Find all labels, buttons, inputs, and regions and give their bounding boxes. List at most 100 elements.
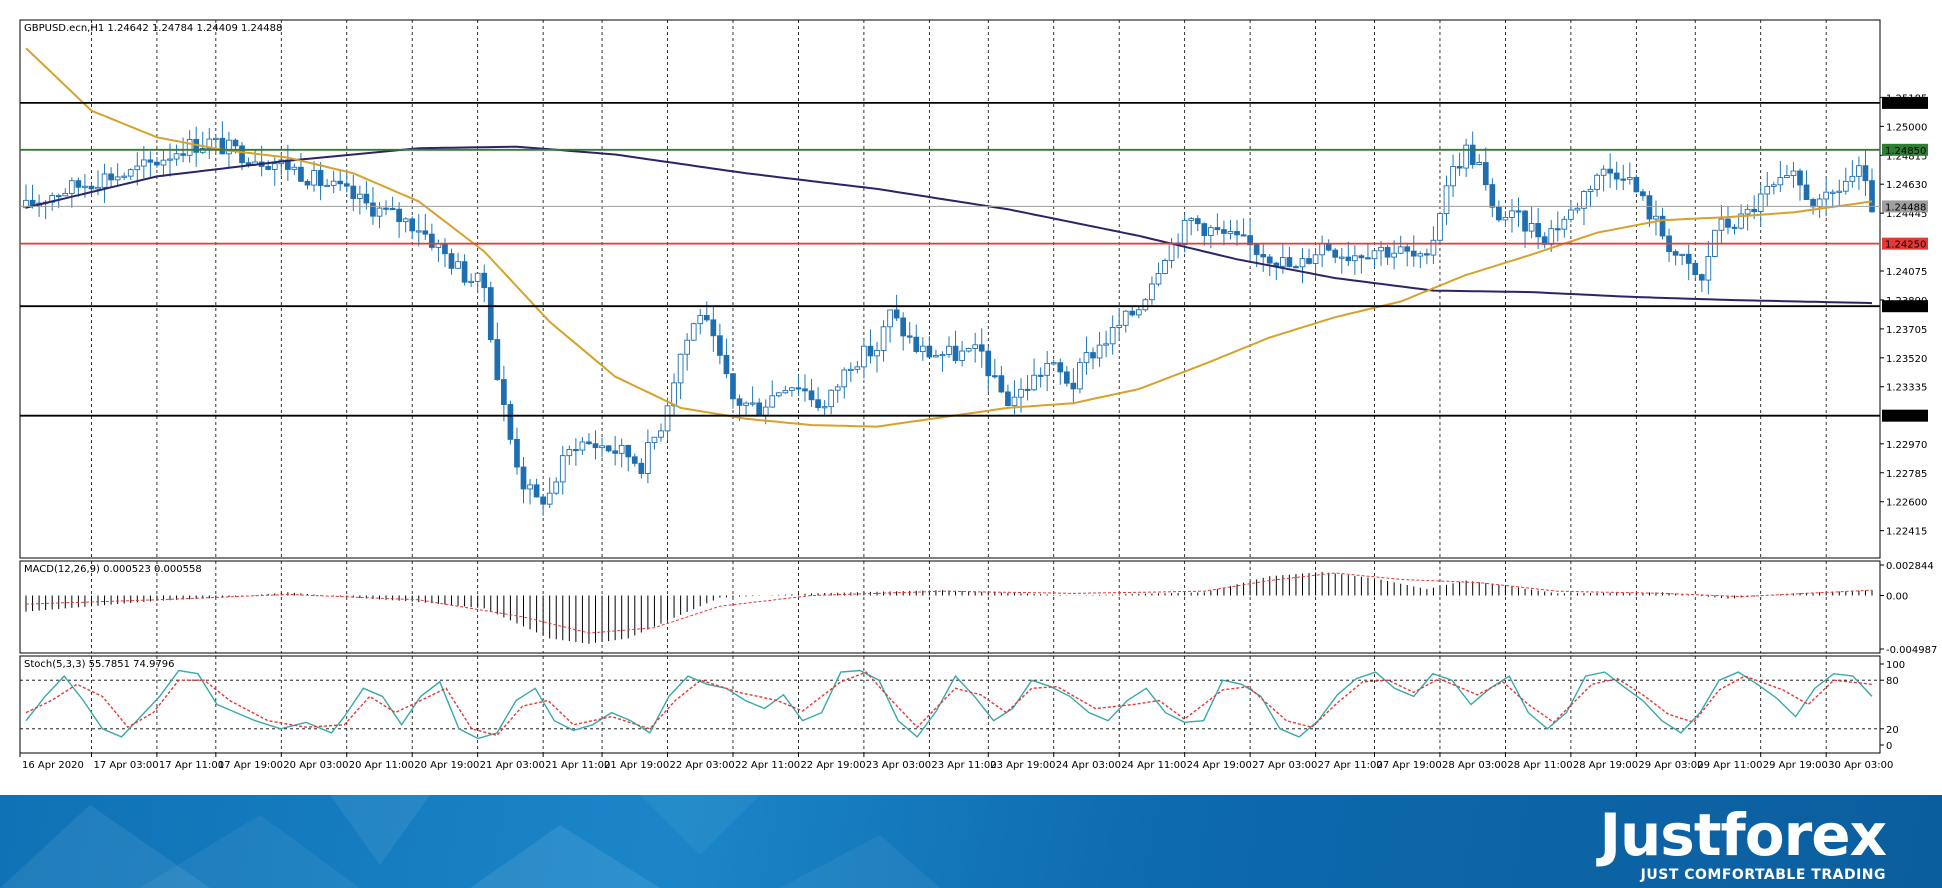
bearish-candle-body <box>802 388 808 392</box>
bullish-candle-body <box>1842 180 1849 192</box>
candle <box>1515 197 1522 228</box>
bearish-candle-body <box>1640 191 1646 197</box>
candle <box>664 397 671 440</box>
bearish-candle-body <box>1672 251 1679 256</box>
candle <box>1568 201 1574 223</box>
candle <box>1456 152 1463 176</box>
candle <box>1600 165 1607 192</box>
candle <box>847 362 854 383</box>
bullish-candle-body <box>527 484 533 490</box>
bearish-candle-body <box>1005 391 1011 407</box>
price-level-label: 1.23850 <box>1885 302 1926 313</box>
candle <box>1528 206 1535 239</box>
candle <box>1777 160 1784 192</box>
candle <box>658 423 664 442</box>
price-axis-label: 1.23705 <box>1886 325 1927 336</box>
bearish-candle-body <box>1698 274 1705 281</box>
candle <box>1535 207 1541 249</box>
candle <box>959 341 965 367</box>
candle <box>1476 154 1483 166</box>
bullish-candle-body <box>599 445 605 449</box>
bearish-candle-body <box>1424 253 1430 256</box>
candle <box>1096 331 1103 367</box>
bullish-candle-body <box>1509 210 1515 218</box>
candle <box>1685 244 1692 281</box>
candle <box>1705 240 1712 295</box>
bearish-candle-body <box>317 170 324 186</box>
candle <box>383 200 389 216</box>
candle <box>651 436 658 450</box>
bearish-candle-body <box>337 180 344 185</box>
bearish-candle-body <box>350 185 357 199</box>
bullish-candle-body <box>1149 283 1155 301</box>
time-axis-label: 20 Apr 03:00 <box>283 760 348 771</box>
candle <box>1731 224 1738 235</box>
candle <box>991 358 998 379</box>
bullish-candle-body <box>324 184 330 188</box>
candle <box>795 374 802 396</box>
bullish-candle-body <box>1587 188 1594 192</box>
bullish-candle-body <box>357 193 363 199</box>
candle <box>1443 175 1450 225</box>
candle <box>599 437 605 458</box>
candle <box>1306 248 1312 265</box>
candle <box>1142 298 1149 312</box>
candle <box>1770 181 1777 195</box>
candle <box>1803 170 1810 200</box>
bullish-candle-body <box>645 442 651 474</box>
bearish-candle-body <box>265 165 272 170</box>
bullish-candle-body <box>114 176 121 181</box>
candle <box>828 389 835 415</box>
bearish-candle-body <box>1358 255 1365 259</box>
candle <box>160 149 167 177</box>
time-axis-label: 28 Apr 03:00 <box>1442 760 1507 771</box>
bearish-candle-body <box>409 218 416 232</box>
candle <box>1162 258 1168 275</box>
bullish-candle-body <box>566 449 573 457</box>
bullish-candle-body <box>1626 177 1633 180</box>
bullish-candle-body <box>782 389 789 394</box>
brand-footer: Justforex JUST COMFORTABLE TRADING <box>0 795 1942 888</box>
candle <box>409 216 416 240</box>
candle <box>1869 168 1875 213</box>
candle <box>998 366 1005 394</box>
bearish-candle-body <box>1803 184 1810 200</box>
candle <box>317 162 324 201</box>
time-axis-label: 24 Apr 19:00 <box>1187 760 1252 771</box>
candle <box>1581 189 1587 226</box>
candle <box>1050 359 1057 366</box>
bullish-candle-body <box>880 326 887 351</box>
candle <box>1842 167 1849 195</box>
bearish-candle-body <box>906 335 913 338</box>
bearish-candle-body <box>1384 246 1391 258</box>
bullish-candle-body <box>1581 191 1587 209</box>
time-axis-label: 24 Apr 03:00 <box>1056 760 1121 771</box>
candle <box>186 130 193 163</box>
bullish-candle-body <box>1280 257 1286 267</box>
time-axis-label: 21 Apr 19:00 <box>604 760 669 771</box>
bearish-candle-body <box>75 180 82 188</box>
candle <box>363 180 370 210</box>
bullish-candle-body <box>1744 208 1751 215</box>
bullish-candle-body <box>769 395 776 408</box>
bearish-candle-body <box>1810 199 1816 208</box>
candle <box>1090 347 1096 370</box>
bearish-candle-body <box>1057 362 1064 373</box>
candle <box>586 433 592 445</box>
bullish-candle-body <box>1227 231 1234 234</box>
candle <box>1070 368 1077 405</box>
bearish-candle-body <box>1613 172 1620 180</box>
candle <box>573 438 579 466</box>
stochastic-axis-label: 0 <box>1886 741 1892 752</box>
bullish-candle-body <box>1594 174 1600 190</box>
bearish-candle-body <box>1685 253 1692 264</box>
bearish-candle-body <box>1240 234 1247 237</box>
candle <box>1698 273 1705 292</box>
bullish-candle-body <box>939 354 946 357</box>
candle <box>311 161 317 192</box>
bearish-candle-body <box>239 145 245 164</box>
candle <box>481 264 488 303</box>
bearish-candle-body <box>717 335 723 356</box>
candle <box>533 478 540 498</box>
candle <box>638 458 645 479</box>
